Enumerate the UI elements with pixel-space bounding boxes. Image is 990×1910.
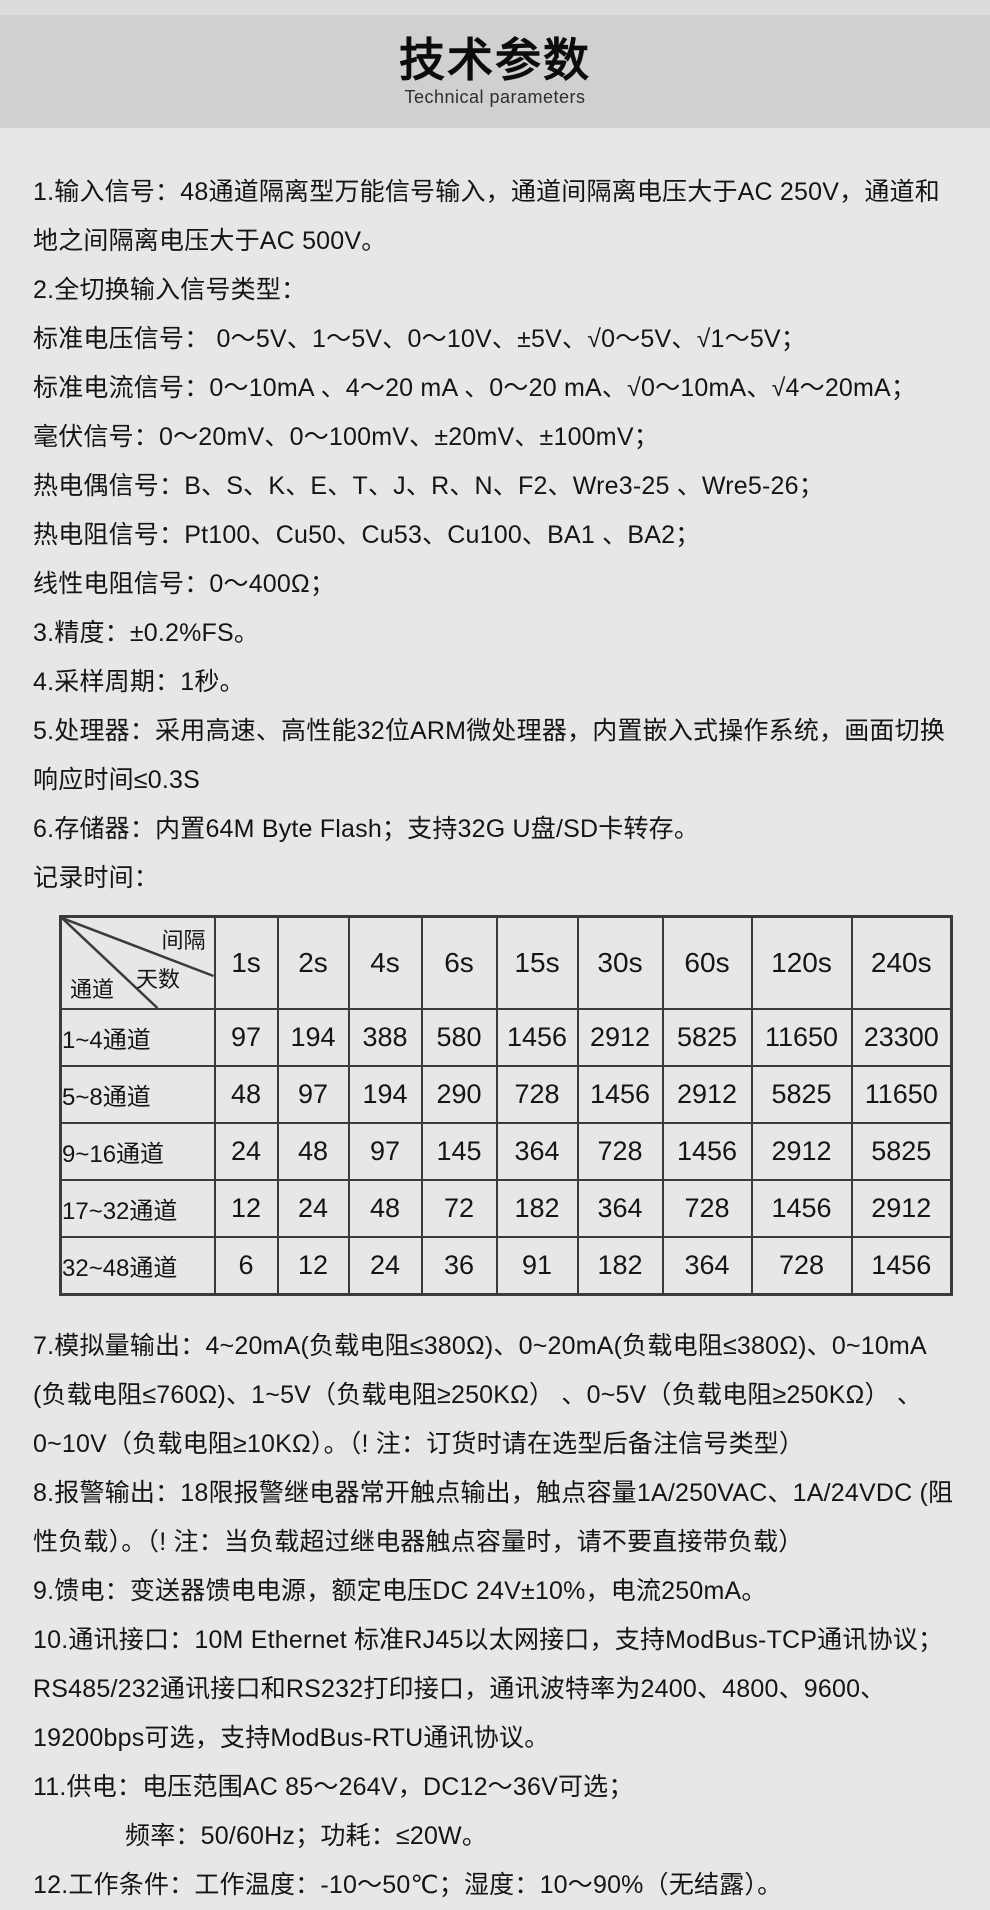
table-cell: 97	[213, 1008, 279, 1067]
row-label: 1~4通道	[59, 1008, 216, 1067]
row-label: 17~32通道	[59, 1179, 216, 1238]
table-row: 5~8通道 48 97 194 290 728 1456 2912 5825 1…	[59, 1065, 953, 1124]
table-cell: 728	[576, 1122, 664, 1181]
spec-item-processor: 5.处理器：采用高速、高性能32位ARM微处理器，内置嵌入式操作系统，画面切换响…	[33, 717, 946, 794]
column-header-6s: 6s	[420, 915, 498, 1010]
table-cell: 1456	[750, 1179, 853, 1238]
table-cell: 11650	[750, 1008, 853, 1067]
table-cell: 97	[276, 1065, 350, 1124]
column-header-30s: 30s	[576, 915, 664, 1010]
spec-item-working-conditions: 12.工作条件：工作温度：-10～50℃；湿度：10～90%（无结露）。	[33, 1871, 783, 1899]
column-header-1s: 1s	[213, 915, 279, 1010]
row-label: 5~8通道	[59, 1065, 216, 1124]
table-cell: 11650	[850, 1065, 953, 1124]
table-cell: 2912	[661, 1065, 753, 1124]
diagonal-corner-cell: 间隔 天数 通道	[59, 915, 216, 1010]
table-cell: 364	[576, 1179, 664, 1238]
table-cell: 388	[347, 1008, 423, 1067]
spec-item-input-signal: 1.输入信号：48通道隔离型万能信号输入，通道间隔离电压大于AC 250V，通道…	[33, 178, 940, 255]
table-cell: 2912	[750, 1122, 853, 1181]
table-cell: 24	[276, 1179, 350, 1238]
table-cell: 145	[420, 1122, 498, 1181]
table-cell: 1456	[576, 1065, 664, 1124]
table-cell: 182	[576, 1236, 664, 1296]
table-cell: 364	[661, 1236, 753, 1296]
diagonal-lines	[62, 918, 214, 1008]
record-time-table-wrap: 间隔 天数 通道 1s 2s 4s 6s 15s 30s 60s 120s 24…	[59, 915, 957, 1296]
table-cell: 182	[495, 1179, 579, 1238]
spec-item-millivolt-signal: 毫伏信号：0～20mV、0～100mV、±20mV、±100mV；	[33, 423, 659, 451]
column-header-2s: 2s	[276, 915, 350, 1010]
spec-item-current-signal: 标准电流信号：0～10mA 、4～20 mA 、0～20 mA、√0～10mA、…	[33, 374, 917, 402]
table-cell: 1456	[495, 1008, 579, 1067]
table-cell: 364	[495, 1122, 579, 1181]
table-cell: 1456	[661, 1122, 753, 1181]
table-cell: 91	[495, 1236, 579, 1296]
column-header-120s: 120s	[750, 915, 853, 1010]
spec-item-accuracy: 3.精度：±0.2%FS。	[33, 619, 260, 647]
page-subtitle: Technical parameters	[404, 87, 586, 108]
spec-item-alarm-output: 8.报警输出：18限报警继电器常开触点输出，触点容量1A/250VAC、1A/2…	[33, 1479, 954, 1556]
table-cell: 5825	[750, 1065, 853, 1124]
table-row: 1~4通道 97 194 388 580 1456 2912 5825 1165…	[59, 1008, 953, 1067]
column-header-4s: 4s	[347, 915, 423, 1010]
table-cell: 728	[661, 1179, 753, 1238]
spec-item-feed-power: 9.馈电：变送器馈电电源，额定电压DC 24V±10%，电流250mA。	[33, 1577, 767, 1605]
table-cell: 194	[347, 1065, 423, 1124]
top-strip	[0, 0, 990, 15]
spec-item-communication: 10.通讯接口：10M Ethernet 标准RJ45以太网接口，支持ModBu…	[33, 1626, 944, 1752]
column-header-240s: 240s	[850, 915, 953, 1010]
table-cell: 1456	[850, 1236, 953, 1296]
table-cell: 580	[420, 1008, 498, 1067]
table-cell: 48	[213, 1065, 279, 1124]
record-time-label: 记录时间：	[33, 864, 160, 892]
spec-item-signal-types-heading: 2.全切换输入信号类型：	[33, 276, 307, 304]
table-cell: 6	[213, 1236, 279, 1296]
table-row: 32~48通道 6 12 24 36 91 182 364 728 1456	[59, 1236, 953, 1296]
spec-item-frequency-power: 频率：50/60Hz；功耗：≤20W。	[125, 1822, 488, 1850]
table-cell: 48	[276, 1122, 350, 1181]
spec-item-voltage-signal: 标准电压信号： 0～5V、1～5V、0～10V、±5V、√0～5V、√1～5V；	[33, 325, 807, 353]
row-label: 32~48通道	[59, 1236, 216, 1296]
spec-item-rtd-signal: 热电阻信号：Pt100、Cu50、Cu53、Cu100、BA1 、BA2；	[33, 521, 701, 549]
spec-item-storage: 6.存储器：内置64M Byte Flash；支持32G U盘/SD卡转存。	[33, 815, 700, 843]
table-cell: 12	[276, 1236, 350, 1296]
column-header-15s: 15s	[495, 915, 579, 1010]
table-cell: 97	[347, 1122, 423, 1181]
table-cell: 2912	[850, 1179, 953, 1238]
table-cell: 2912	[576, 1008, 664, 1067]
corner-interval-label: 间隔	[161, 928, 206, 953]
table-cell: 23300	[850, 1008, 953, 1067]
spec-content: 1.输入信号：48通道隔离型万能信号输入，通道间隔离电压大于AC 250V，通道…	[0, 128, 990, 1910]
record-time-table: 间隔 天数 通道 1s 2s 4s 6s 15s 30s 60s 120s 24…	[59, 915, 953, 1296]
page-title: 技术参数	[399, 33, 591, 86]
table-header-row: 间隔 天数 通道 1s 2s 4s 6s 15s 30s 60s 120s 24…	[59, 915, 953, 1010]
column-header-60s: 60s	[661, 915, 753, 1010]
table-cell: 48	[347, 1179, 423, 1238]
row-label: 9~16通道	[59, 1122, 216, 1181]
spec-item-analog-output: 7.模拟量输出：4~20mA(负载电阻≤380Ω)、0~20mA(负载电阻≤38…	[33, 1332, 926, 1458]
spec-item-sampling-period: 4.采样周期：1秒。	[33, 668, 245, 696]
table-cell: 290	[420, 1065, 498, 1124]
page-header: 技术参数 Technical parameters	[0, 15, 990, 128]
table-cell: 728	[495, 1065, 579, 1124]
table-cell: 24	[213, 1122, 279, 1181]
spec-item-linear-resistance-signal: 线性电阻信号：0～400Ω；	[33, 570, 336, 598]
table-cell: 5825	[661, 1008, 753, 1067]
table-cell: 36	[420, 1236, 498, 1296]
table-cell: 728	[750, 1236, 853, 1296]
corner-channel-label: 通道	[70, 977, 115, 1002]
table-cell: 72	[420, 1179, 498, 1238]
table-cell: 5825	[850, 1122, 953, 1181]
table-row: 17~32通道 12 24 48 72 182 364 728 1456 291…	[59, 1179, 953, 1238]
table-cell: 194	[276, 1008, 350, 1067]
table-row: 9~16通道 24 48 97 145 364 728 1456 2912 58…	[59, 1122, 953, 1181]
spec-item-thermocouple-signal: 热电偶信号：B、S、K、E、T、J、R、N、F2、Wre3-25 、Wre5-2…	[33, 472, 824, 500]
table-cell: 12	[213, 1179, 279, 1238]
table-cell: 24	[347, 1236, 423, 1296]
corner-days-label: 天数	[136, 967, 181, 992]
